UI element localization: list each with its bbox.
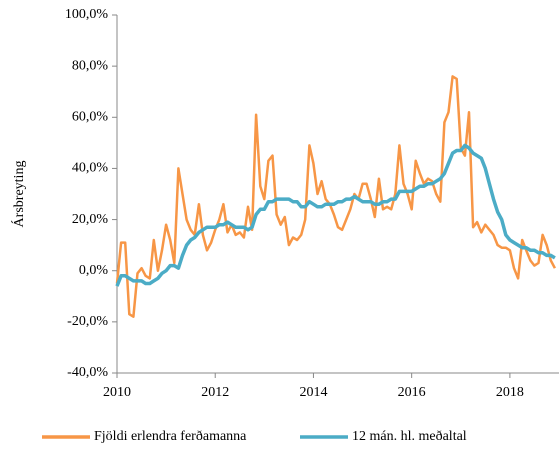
x-tick-label: 2018 <box>496 385 524 400</box>
y-tick-label: 0,0% <box>79 263 109 278</box>
y-tick-label: -40,0% <box>67 365 108 380</box>
y-tick-label: -20,0% <box>67 314 108 329</box>
y-tick-label: 80,0% <box>72 58 109 73</box>
x-tick-label: 2014 <box>299 385 327 400</box>
y-tick-label: 40,0% <box>72 161 109 176</box>
x-tick-label: 2016 <box>398 385 426 400</box>
y-tick-label: 100,0% <box>65 7 109 22</box>
y-tick-label: 20,0% <box>72 212 109 227</box>
series-line <box>115 143 556 287</box>
legend-label: Fjöldi erlendra ferðamanna <box>94 429 247 444</box>
y-axis-label: Ársbreyting <box>10 161 27 228</box>
legend-label: 12 mán. hl. meðaltal <box>352 429 467 444</box>
y-tick-label: 60,0% <box>72 110 109 125</box>
series-line <box>115 75 557 318</box>
x-tick-label: 2012 <box>201 385 229 400</box>
x-tick-label: 2010 <box>103 385 131 400</box>
